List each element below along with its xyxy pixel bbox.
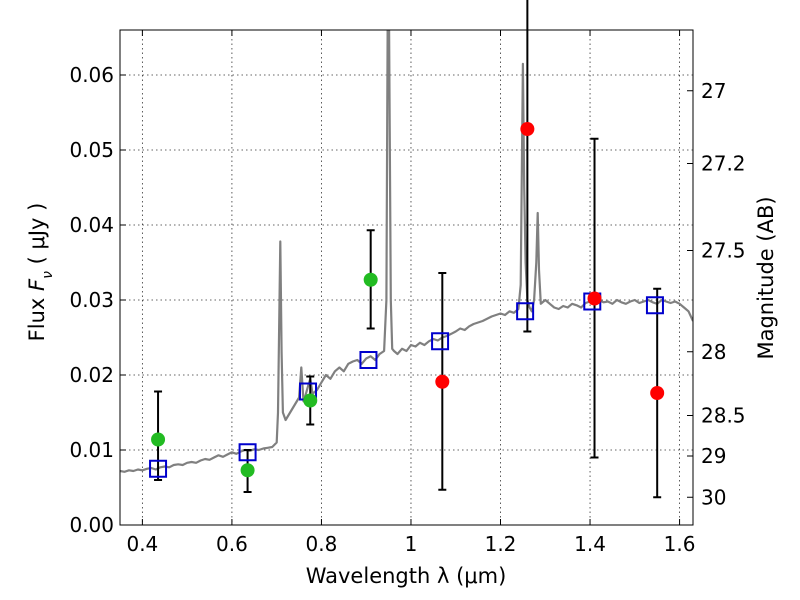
- y2-tick-label: 28: [701, 340, 726, 364]
- x-tick-label: 1.2: [485, 532, 517, 556]
- upper-point: [587, 291, 602, 306]
- y-tick-label: 0.06: [69, 63, 114, 87]
- upper-point: [435, 374, 450, 389]
- x-tick-label: 0.4: [126, 532, 158, 556]
- y2-tick-label: 28.5: [701, 404, 746, 428]
- y2-tick-label: 27.5: [701, 239, 746, 263]
- model-point: [516, 302, 535, 321]
- y2-tick-label: 27: [701, 79, 726, 103]
- y-tick-label: 0.01: [69, 438, 114, 462]
- y-tick-label: 0.02: [69, 363, 114, 387]
- x-axis-label: Wavelength λ (μm): [306, 564, 507, 588]
- plot-frame: [119, 29, 694, 526]
- axes: 0.4 0.6 0.8 1 1.2 1.4 1.6 0.00 0.01 0.02 0.03 0.04 0…: [69, 30, 746, 556]
- y-axis-label: Flux Fν ( μJy ): [25, 203, 56, 342]
- detected-point: [363, 272, 378, 287]
- upper-point: [520, 122, 535, 136]
- y-tick-label: 0.04: [69, 213, 114, 237]
- model-point: [149, 459, 168, 478]
- y2-tick-label: 30: [701, 485, 726, 509]
- x-tick-label: 1: [405, 532, 418, 556]
- y2-tick-label: 29: [701, 444, 726, 468]
- upper-point: [650, 386, 665, 400]
- x-tick-label: 0.8: [306, 532, 338, 556]
- y2-axis-label: Magnitude (AB): [754, 196, 778, 359]
- y-tick-label: 0.00: [69, 513, 114, 537]
- model-point: [431, 332, 450, 351]
- y-tick-label: 0.05: [69, 138, 114, 162]
- detected-point: [303, 393, 318, 408]
- x-tick-label: 1.6: [664, 532, 696, 556]
- detected-point: [240, 463, 255, 478]
- y2-tick-label: 27.2: [701, 152, 746, 176]
- y-tick-label: 0.03: [69, 288, 114, 312]
- x-tick-label: 1.4: [574, 532, 606, 556]
- detected-point: [151, 432, 166, 447]
- grid: [120, 30, 693, 525]
- model-point: [238, 443, 257, 462]
- model-point: [645, 296, 664, 315]
- error-bars: [149, 0, 665, 499]
- model-point: [359, 351, 378, 369]
- x-tick-label: 0.6: [216, 532, 248, 556]
